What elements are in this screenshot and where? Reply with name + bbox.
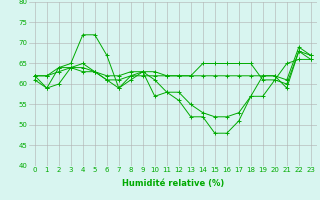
X-axis label: Humidité relative (%): Humidité relative (%) [122, 179, 224, 188]
